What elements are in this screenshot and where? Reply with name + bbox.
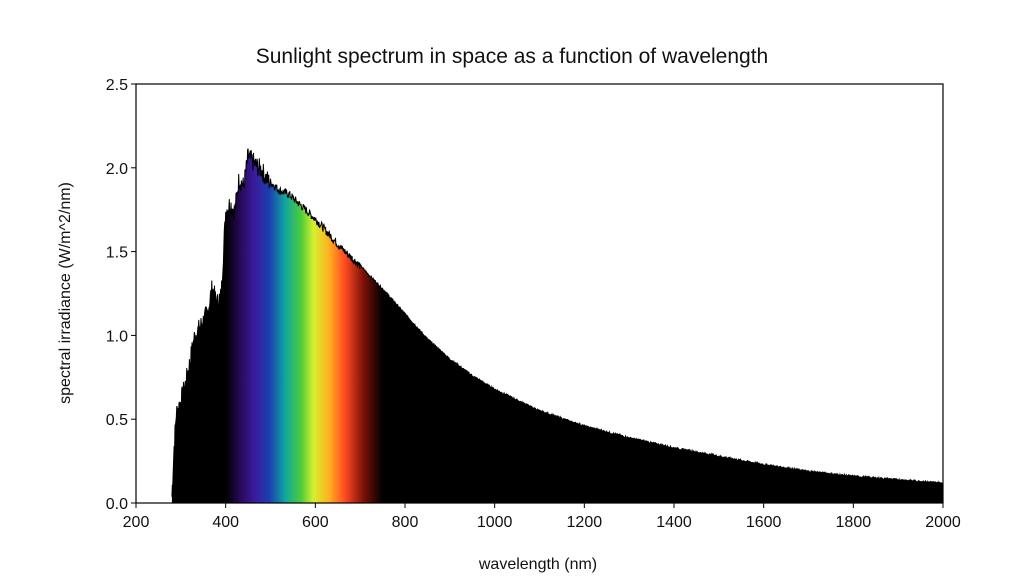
x-tick-label: 600 <box>302 514 329 531</box>
y-tick-label: 1.5 <box>106 245 128 262</box>
x-tick-label: 1000 <box>477 514 513 531</box>
chart-title: Sunlight spectrum in space as a function… <box>256 45 768 68</box>
y-tick-label: 0.5 <box>106 412 128 429</box>
y-axis: 0.0 0.5 1.0 1.5 2.0 2.5 <box>106 77 136 513</box>
y-tick-label: 2.5 <box>106 77 128 94</box>
visible-spectrum-band <box>225 148 383 503</box>
x-tick-label: 1800 <box>836 514 872 531</box>
x-tick-label: 1200 <box>567 514 603 531</box>
spectrum-line <box>171 148 944 497</box>
x-tick-label: 200 <box>123 514 150 531</box>
x-tick-label: 400 <box>212 514 239 531</box>
plot-frame <box>135 83 944 504</box>
x-axis-label: wavelength (nm) <box>478 556 597 573</box>
y-tick-label: 2.0 <box>106 161 128 178</box>
x-axis: 200 400 600 800 1000 1200 1400 1600 1800 2000 <box>123 503 961 531</box>
x-tick-label: 800 <box>392 514 419 531</box>
x-tick-label: 1600 <box>746 514 782 531</box>
x-tick-label: 2000 <box>925 514 961 531</box>
y-tick-label: 1.0 <box>106 328 128 345</box>
y-axis-label: spectral irradiance (W/m^2/nm) <box>57 182 74 404</box>
x-tick-label: 1400 <box>656 514 692 531</box>
y-tick-label: 0.0 <box>106 496 128 513</box>
